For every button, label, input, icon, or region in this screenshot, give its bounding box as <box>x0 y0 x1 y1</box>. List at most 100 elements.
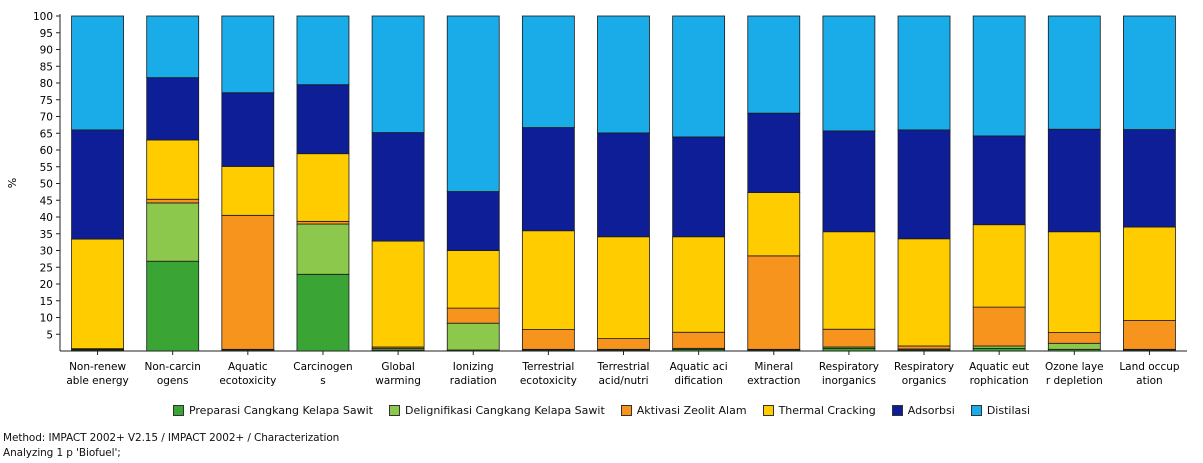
bar-segment-7-6 <box>521 15 575 128</box>
bar-segment-8-3 <box>597 338 650 350</box>
bar-segment-6-5 <box>446 191 500 251</box>
y-tick-label: 5 <box>46 329 53 341</box>
bar-segment-7-5 <box>521 127 575 232</box>
x-tick-label: Ozone laye r depletion <box>1045 361 1104 387</box>
legend-item: Preparasi Cangkang Kelapa Sawit <box>172 404 373 417</box>
legend-swatch <box>389 405 400 416</box>
bar-segment-9-4 <box>672 236 726 333</box>
bar-segment-2-3 <box>146 198 200 204</box>
y-tick-label: 35 <box>40 229 53 241</box>
x-tick-label-line: Non-carcin <box>145 361 201 373</box>
bar-segment-13-1 <box>972 347 1026 352</box>
x-tick-label-line: s <box>320 375 325 387</box>
bar-segment-14-2 <box>1047 342 1101 350</box>
bar-segment-13-3 <box>972 306 1026 347</box>
x-tick-label-line: Terrestrial <box>597 361 650 373</box>
bar-segment-1-4 <box>71 238 124 350</box>
x-tick-label-line: Carcinogen <box>293 361 352 373</box>
x-tick-label-line: able energy <box>66 375 128 387</box>
x-tick-label: Non-renew able energy <box>66 361 128 387</box>
legend-label: Aktivasi Zeolit Alam <box>636 404 747 417</box>
x-tick-label-line: ecotoxicity <box>219 375 276 387</box>
bar-segment-1-6 <box>71 15 124 131</box>
x-tick-label-line: Mineral <box>754 361 793 373</box>
x-tick-label-line: r depletion <box>1046 375 1103 387</box>
x-tick-label-line: organics <box>902 375 946 387</box>
bar-segment-8-5 <box>597 132 650 238</box>
bar-segment-7-3 <box>521 329 575 350</box>
y-tick-label: 85 <box>40 61 53 73</box>
bar-segment-12-4 <box>897 238 951 347</box>
x-tick-label-line: Aquatic <box>228 361 268 373</box>
bar-segment-15-5 <box>1123 129 1176 228</box>
legend-item: Delignifikasi Cangkang Kelapa Sawit <box>389 404 605 417</box>
bar-segment-8-6 <box>597 15 650 134</box>
x-tick-label-line: dification <box>674 375 723 387</box>
bar-segment-11-1 <box>822 347 876 352</box>
y-tick-label: 65 <box>40 128 53 140</box>
x-tick-label: Aquatic aci dification <box>670 361 728 387</box>
y-tick-label: 75 <box>40 95 53 107</box>
y-tick-label: 90 <box>40 45 53 57</box>
bar-segment-9-3 <box>672 331 726 349</box>
bar-segment-14-4 <box>1047 231 1101 333</box>
bars <box>71 15 1176 352</box>
y-tick-label: 50 <box>40 179 53 191</box>
bar-segment-2-5 <box>146 77 200 141</box>
x-tick-label-line: Ionizing <box>453 361 494 373</box>
x-tick-label: Ionizing radiation <box>450 361 497 387</box>
x-tick-label-line: Terrestrial <box>521 361 574 373</box>
legend-swatch <box>172 405 184 416</box>
bar-segment-13-4 <box>972 224 1026 308</box>
bar-segment-9-5 <box>672 136 726 238</box>
legend-label: Delignifikasi Cangkang Kelapa Sawit <box>405 404 605 417</box>
bar-segment-7-4 <box>521 230 575 330</box>
x-tick-label-line: Aquatic aci <box>670 361 728 373</box>
bar-segment-4-4 <box>296 153 350 222</box>
legend-swatch <box>891 405 903 416</box>
bar-segment-8-4 <box>597 236 650 340</box>
bar-segment-2-6 <box>146 15 200 79</box>
x-tick-label: Land occup ation <box>1119 361 1180 387</box>
x-tick-label-line: Land occup <box>1119 361 1180 373</box>
bar-segment-2-2 <box>146 202 200 262</box>
x-tick-label-line: warming <box>375 375 421 387</box>
legend-item: Thermal Cracking <box>762 404 876 417</box>
bar-segment-10-4 <box>747 192 801 257</box>
x-tick-label-line: Ozone laye <box>1045 361 1104 373</box>
legend-swatch <box>620 405 632 416</box>
bar-segment-6-4 <box>446 250 500 309</box>
x-tick-label: Respiratory inorganics <box>819 361 879 387</box>
bar-segment-12-3 <box>897 345 951 350</box>
y-tick-label: 100 <box>33 11 53 23</box>
x-tick-label: Mineral extraction <box>747 361 800 387</box>
y-tick-label: 15 <box>40 296 53 308</box>
x-tick-label: Terrestrial ecotoxicity <box>520 361 577 387</box>
bar-segment-13-6 <box>972 15 1026 137</box>
bar-segment-11-5 <box>822 130 876 233</box>
bar-segment-4-3 <box>296 220 350 225</box>
x-tick-label-line: ogens <box>157 375 189 387</box>
y-tick-label: 20 <box>40 279 53 291</box>
legend-item: Aktivasi Zeolit Alam <box>620 404 747 417</box>
bar-segment-1-5 <box>71 129 124 240</box>
stacked-bar-chart: 5 10 15 20 25 30 35 40 45 50 55 60 65 70 75 80 85 90 95 100… <box>6 11 1187 387</box>
legend: Preparasi Cangkang Kelapa Sawit Delignifi… <box>0 404 1203 417</box>
bar-segment-11-4 <box>822 231 876 330</box>
y-tick-label: 60 <box>40 145 53 157</box>
x-tick-label-line: Non-renew <box>69 361 126 373</box>
legend-label: Preparasi Cangkang Kelapa Sawit <box>188 404 373 417</box>
bar-segment-14-3 <box>1047 332 1101 344</box>
x-tick-label: Non-carcin ogens <box>145 361 201 387</box>
bar-segment-3-4 <box>221 166 275 216</box>
y-tick-label: 45 <box>40 195 53 207</box>
x-tick-label-line: rophication <box>970 375 1029 387</box>
x-tick-label: Carcinogen s <box>293 361 352 387</box>
bar-segment-10-3 <box>747 255 801 350</box>
x-tick-label: Respiratory organics <box>894 361 954 387</box>
x-tick-label-line: ation <box>1136 375 1163 387</box>
legend-label: Adsorbsi <box>907 404 955 417</box>
x-tick-labels: Non-renew able energy Non-carcin ogens Aquat… <box>66 361 1180 387</box>
bar-segment-10-5 <box>747 112 801 193</box>
bar-segment-13-5 <box>972 135 1026 226</box>
